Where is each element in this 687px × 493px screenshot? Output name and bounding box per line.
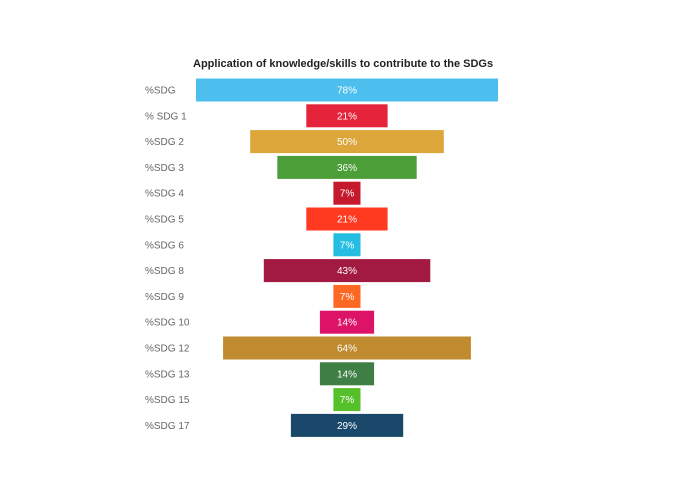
value-label-2: 50% <box>337 137 357 148</box>
bar-2 <box>250 130 444 154</box>
value-label-10: 64% <box>337 344 357 355</box>
value-label-5: 21% <box>337 215 357 226</box>
category-label-6: %SDG 6 <box>145 240 184 251</box>
category-label-1: % SDG 1 <box>145 111 187 122</box>
bar-1 <box>306 104 388 128</box>
value-label-8: 7% <box>340 292 355 303</box>
bar-9 <box>319 310 375 334</box>
value-label-7: 43% <box>337 266 357 277</box>
bar-12 <box>333 388 361 412</box>
bar-13 <box>290 413 404 437</box>
bar-3 <box>277 155 417 179</box>
bar-6 <box>333 233 361 257</box>
category-label-11: %SDG 13 <box>145 369 190 380</box>
category-label-13: %SDG 17 <box>145 421 190 432</box>
value-label-11: 14% <box>337 369 357 380</box>
value-label-6: 7% <box>340 240 355 251</box>
category-label-12: %SDG 15 <box>145 395 190 406</box>
value-label-12: 7% <box>340 395 355 406</box>
value-label-9: 14% <box>337 318 357 329</box>
value-label-13: 29% <box>337 421 357 432</box>
category-label-9: %SDG 10 <box>145 318 190 329</box>
bar-7 <box>263 259 431 283</box>
category-label-8: %SDG 9 <box>145 292 184 303</box>
category-label-2: %SDG 2 <box>145 137 184 148</box>
category-label-10: %SDG 12 <box>145 344 190 355</box>
category-label-0: %SDG <box>145 86 176 97</box>
bar-8 <box>333 284 361 308</box>
bar-11 <box>319 362 375 386</box>
bar-0 <box>196 78 498 102</box>
bar-5 <box>306 207 388 231</box>
category-label-7: %SDG 8 <box>145 266 184 277</box>
chart-title: Application of knowledge/skills to contr… <box>193 58 494 70</box>
category-label-4: %SDG 4 <box>145 189 184 200</box>
value-label-1: 21% <box>337 111 357 122</box>
bar-4 <box>333 181 361 205</box>
bar-10 <box>223 336 471 360</box>
value-label-0: 78% <box>337 86 357 97</box>
value-label-3: 36% <box>337 163 357 174</box>
value-label-4: 7% <box>340 189 355 200</box>
category-label-3: %SDG 3 <box>145 163 184 174</box>
category-label-5: %SDG 5 <box>145 215 184 226</box>
